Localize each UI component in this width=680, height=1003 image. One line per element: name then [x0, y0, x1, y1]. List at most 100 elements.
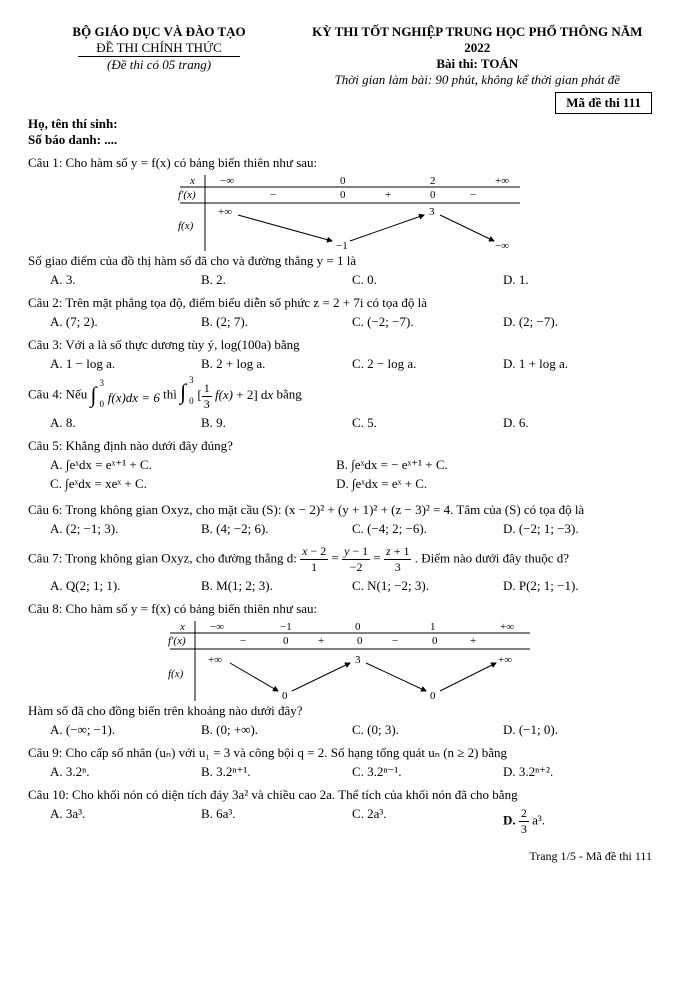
- q9-d: D. 3.2ⁿ⁺².: [503, 764, 646, 780]
- candidate-block: Họ, tên thí sinh: Số báo danh: ....: [28, 116, 652, 148]
- q7-c: C. N(1; −2; 3).: [352, 578, 495, 594]
- q8-stem: Câu 8: Cho hàm số y = f(x) có bảng biến …: [28, 601, 652, 617]
- q6-stem: Câu 6: Trong không gian Oxyz, cho mặt cầ…: [28, 502, 652, 518]
- svg-text:−: −: [392, 635, 398, 647]
- q1-a: A. 3.: [50, 272, 193, 288]
- question-1: Câu 1: Cho hàm số y = f(x) có bảng biến …: [28, 155, 652, 288]
- official-underline: ĐỀ THI CHÍNH THỨC: [78, 40, 240, 57]
- candidate-id-label: Số báo danh: ....: [28, 132, 652, 148]
- svg-text:0: 0: [430, 189, 436, 201]
- svg-text:f(x): f(x): [178, 220, 194, 232]
- q4-b: B. 9.: [201, 415, 344, 431]
- svg-text:x: x: [179, 621, 185, 633]
- q6-c: C. (−4; 2; −6).: [352, 521, 495, 537]
- svg-text:−: −: [470, 189, 476, 201]
- q5-stem: Câu 5: Khẳng định nào dưới đây đúng?: [28, 438, 652, 454]
- svg-text:−∞: −∞: [210, 621, 224, 633]
- svg-text:+: +: [385, 189, 391, 201]
- q10-choices: A. 3a³. B. 6a³. C. 2a³. D. 23 a³.: [28, 806, 652, 837]
- q1-b: B. 2.: [201, 272, 344, 288]
- q8-c: C. (0; 3).: [352, 722, 495, 738]
- q1-c: C. 0.: [352, 272, 495, 288]
- subject: Bài thi: TOÁN: [303, 56, 652, 72]
- q10-stem: Câu 10: Cho khối nón có diện tích đáy 3a…: [28, 787, 652, 803]
- q3-a: A. 1 − log a.: [50, 356, 193, 372]
- svg-text:−: −: [270, 189, 276, 201]
- svg-text:−: −: [240, 635, 246, 647]
- q10-d: D. 23 a³.: [503, 806, 646, 837]
- q1-variation-table: x −∞ 0 2 +∞ f'(x) − 0 + 0 − f(x) +∞ −1 3…: [150, 171, 530, 253]
- q3-choices: A. 1 − log a. B. 2 + log a. C. 2 − log a…: [28, 356, 652, 372]
- svg-text:3: 3: [429, 206, 435, 218]
- svg-text:0: 0: [282, 690, 288, 702]
- page-count: (Đề thi có 05 trang): [28, 57, 290, 73]
- q7-pre: Câu 7: Trong không gian Oxyz, cho đường …: [28, 550, 300, 565]
- question-8: Câu 8: Cho hàm số y = f(x) có bảng biến …: [28, 601, 652, 738]
- q5-choices: A. ∫eˣdx = eˣ⁺¹ + C. B. ∫eˣdx = − eˣ⁺¹ +…: [28, 457, 652, 495]
- ministry: BỘ GIÁO DỤC VÀ ĐÀO TẠO: [28, 24, 290, 40]
- svg-text:+∞: +∞: [218, 206, 232, 218]
- q2-d: D. (2; −7).: [503, 314, 646, 330]
- question-4: Câu 4: Nếu ∫30 f(x)dx = 6 thì ∫30 [13 f(…: [28, 379, 652, 431]
- official-exam: ĐỀ THI CHÍNH THỨC: [28, 40, 290, 57]
- q1-d: D. 1.: [503, 272, 646, 288]
- question-10: Câu 10: Cho khối nón có diện tích đáy 3a…: [28, 787, 652, 837]
- q4-mid: thì: [163, 386, 180, 401]
- svg-text:0: 0: [432, 635, 438, 647]
- svg-text:+∞: +∞: [495, 175, 509, 187]
- q8-choices: A. (−∞; −1). B. (0; +∞). C. (0; 3). D. (…: [28, 722, 652, 738]
- q1-stem: Câu 1: Cho hàm số y = f(x) có bảng biến …: [28, 155, 652, 171]
- svg-text:+∞: +∞: [208, 654, 222, 666]
- q4-a: A. 8.: [50, 415, 193, 431]
- q5-d: D. ∫eˣdx = eˣ + C.: [336, 476, 622, 492]
- svg-text:0: 0: [355, 621, 361, 633]
- q6-a: A. (2; −1; 3).: [50, 521, 193, 537]
- svg-text:−1: −1: [336, 240, 348, 252]
- q8-d: D. (−1; 0).: [503, 722, 646, 738]
- svg-text:f'(x): f'(x): [178, 189, 196, 201]
- q1-choices: A. 3. B. 2. C. 0. D. 1.: [28, 272, 652, 288]
- page-footer: Trang 1/5 - Mã đề thi 111: [28, 849, 652, 864]
- q2-choices: A. (7; 2). B. (2; 7). C. (−2; −7). D. (2…: [28, 314, 652, 330]
- q7-a: A. Q(2; 1; 1).: [50, 578, 193, 594]
- svg-text:+: +: [318, 635, 324, 647]
- svg-text:0: 0: [283, 635, 289, 647]
- q4-d: D. 6.: [503, 415, 646, 431]
- q6-choices: A. (2; −1; 3). B. (4; −2; 6). C. (−4; 2;…: [28, 521, 652, 537]
- candidate-name-label: Họ, tên thí sinh:: [28, 116, 652, 132]
- exam-code: Mã đề thi 111: [555, 92, 652, 114]
- q10-a: A. 3a³.: [50, 806, 193, 837]
- svg-text:1: 1: [430, 621, 436, 633]
- question-3: Câu 3: Với a là số thực dương tùy ý, log…: [28, 337, 652, 372]
- question-9: Câu 9: Cho cấp số nhân (uₙ) với u₁ = 3 v…: [28, 745, 652, 780]
- code-row: Mã đề thi 111: [28, 92, 652, 114]
- q4-c: C. 5.: [352, 415, 495, 431]
- svg-text:−∞: −∞: [495, 240, 509, 252]
- q5-c: C. ∫eˣdx = xeˣ + C.: [50, 476, 336, 492]
- svg-text:f'(x): f'(x): [168, 635, 186, 647]
- q1-sub: Số giao điểm của đồ thị hàm số đã cho và…: [28, 253, 652, 269]
- question-6: Câu 6: Trong không gian Oxyz, cho mặt cầ…: [28, 502, 652, 537]
- q6-d: D. (−2; 1; −3).: [503, 521, 646, 537]
- q4-choices: A. 8. B. 9. C. 5. D. 6.: [28, 415, 652, 431]
- q5-b: B. ∫eˣdx = − eˣ⁺¹ + C.: [336, 457, 622, 473]
- header-right: KỲ THI TỐT NGHIỆP TRUNG HỌC PHỔ THÔNG NĂ…: [303, 24, 652, 88]
- q10-b: B. 6a³.: [201, 806, 344, 837]
- svg-text:+∞: +∞: [498, 654, 512, 666]
- q7-eq: x − 21 = y − 1−2 = z + 13: [300, 550, 415, 565]
- q7-d: D. P(2; 1; −1).: [503, 578, 646, 594]
- q8-variation-table: x −∞ −1 0 1 +∞ f'(x) − 0 + 0 − 0 + f(x) …: [140, 617, 540, 703]
- svg-text:f(x): f(x): [168, 668, 184, 680]
- q9-b: B. 3.2ⁿ⁺¹.: [201, 764, 344, 780]
- q3-b: B. 2 + log a.: [201, 356, 344, 372]
- svg-text:0: 0: [340, 189, 346, 201]
- q10-c: C. 2a³.: [352, 806, 495, 837]
- svg-text:+∞: +∞: [500, 621, 514, 633]
- svg-text:−1: −1: [280, 621, 292, 633]
- q4-int1: ∫30 f(x)dx = 6: [90, 382, 159, 408]
- q8-b: B. (0; +∞).: [201, 722, 344, 738]
- q2-a: A. (7; 2).: [50, 314, 193, 330]
- svg-text:x: x: [189, 175, 195, 187]
- q6-b: B. (4; −2; 6).: [201, 521, 344, 537]
- q2-c: C. (−2; −7).: [352, 314, 495, 330]
